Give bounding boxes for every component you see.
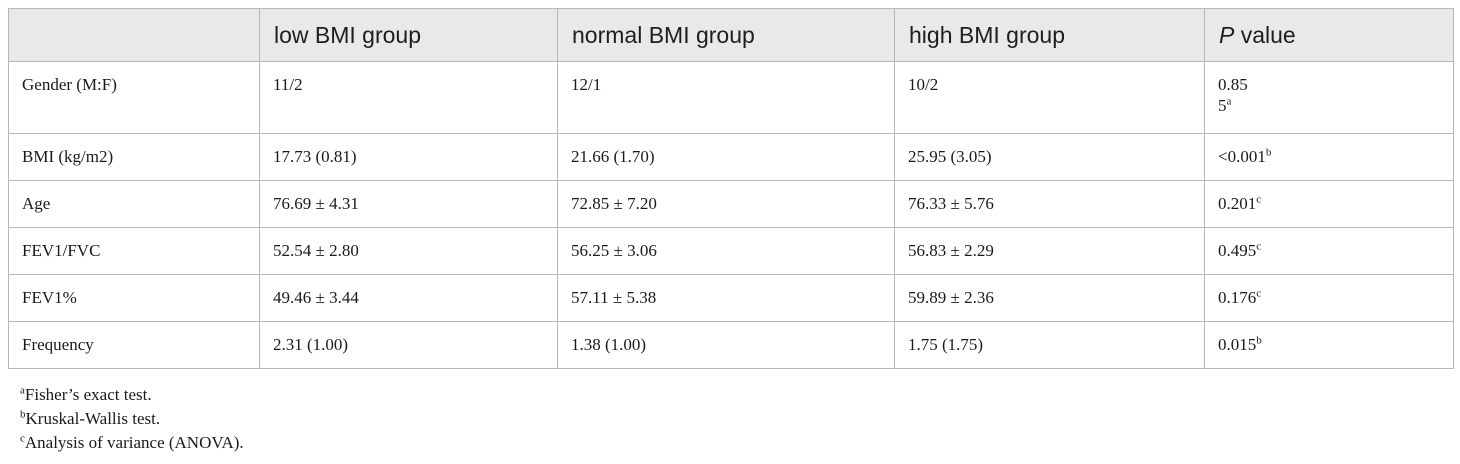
p-value: <0.001 <box>1218 147 1266 166</box>
row-label: FEV1% <box>8 274 260 322</box>
row-label: Frequency <box>8 321 260 369</box>
cell-p: 0.201c <box>1204 180 1454 228</box>
footnote-mark: b <box>20 408 26 421</box>
cell-high: 59.89 ± 2.36 <box>894 274 1205 322</box>
table-row: FEV1/FVC 52.54 ± 2.80 56.25 ± 3.06 56.83… <box>8 227 1454 275</box>
table-row: Gender (M:F) 11/2 12/1 10/2 0.85 5a <box>8 61 1454 134</box>
row-label: Gender (M:F) <box>8 61 260 134</box>
p-value: 0.015 <box>1218 335 1257 354</box>
p-value: 0.201 <box>1218 194 1257 213</box>
header-normal-bmi: normal BMI group <box>557 8 895 62</box>
data-table: low BMI group normal BMI group high BMI … <box>8 8 1454 369</box>
p-value-line1: 0.85 <box>1218 75 1248 94</box>
cell-low: 52.54 ± 2.80 <box>259 227 558 275</box>
cell-p: 0.015b <box>1204 321 1454 369</box>
cell-normal: 21.66 (1.70) <box>557 133 895 181</box>
footnote-text: Fisher’s exact test. <box>24 385 152 404</box>
cell-high: 10/2 <box>894 61 1205 134</box>
header-value-word: value <box>1240 21 1296 48</box>
cell-high: 76.33 ± 5.76 <box>894 180 1205 228</box>
cell-high: 1.75 (1.75) <box>894 321 1205 369</box>
footnote-mark: c <box>20 432 25 445</box>
header-low-bmi: low BMI group <box>259 8 558 62</box>
cell-normal: 72.85 ± 7.20 <box>557 180 895 228</box>
cell-low: 11/2 <box>259 61 558 134</box>
table-row: Age 76.69 ± 4.31 72.85 ± 7.20 76.33 ± 5.… <box>8 180 1454 228</box>
header-p-value: P value <box>1204 8 1454 62</box>
p-footnote-mark: a <box>1226 95 1232 108</box>
p-footnote-mark: b <box>1265 146 1272 159</box>
header-empty <box>8 8 260 62</box>
p-footnote-mark: b <box>1256 334 1262 347</box>
p-footnote-mark: c <box>1256 240 1262 253</box>
cell-normal: 56.25 ± 3.06 <box>557 227 895 275</box>
footnote-text: Kruskal-Wallis test. <box>25 409 161 428</box>
cell-normal: 12/1 <box>557 61 895 134</box>
table-row: Frequency 2.31 (1.00) 1.38 (1.00) 1.75 (… <box>8 321 1454 369</box>
table-row: FEV1% 49.46 ± 3.44 57.11 ± 5.38 59.89 ± … <box>8 274 1454 322</box>
p-footnote-mark: c <box>1256 193 1262 206</box>
cell-p: 0.85 5a <box>1204 61 1454 134</box>
cell-p: 0.495c <box>1204 227 1454 275</box>
cell-p: <0.001b <box>1204 133 1454 181</box>
footnote-c: cAnalysis of variance (ANOVA). <box>20 431 244 455</box>
row-label: Age <box>8 180 260 228</box>
footnote-mark: a <box>20 384 25 397</box>
cell-normal: 1.38 (1.00) <box>557 321 895 369</box>
footnote-text: Analysis of variance (ANOVA). <box>24 433 244 452</box>
footnote-a: aFisher’s exact test. <box>20 383 244 407</box>
table-row: BMI (kg/m2) 17.73 (0.81) 21.66 (1.70) 25… <box>8 133 1454 181</box>
cell-low: 17.73 (0.81) <box>259 133 558 181</box>
p-value: 0.495 <box>1218 241 1257 260</box>
cell-low: 49.46 ± 3.44 <box>259 274 558 322</box>
cell-high: 25.95 (3.05) <box>894 133 1205 181</box>
row-label: BMI (kg/m2) <box>8 133 260 181</box>
cell-normal: 57.11 ± 5.38 <box>557 274 895 322</box>
p-footnote-mark: c <box>1256 287 1262 300</box>
header-p-letter: P <box>1219 21 1235 48</box>
row-label: FEV1/FVC <box>8 227 260 275</box>
footnotes: aFisher’s exact test. bKruskal-Wallis te… <box>20 383 244 455</box>
cell-low: 2.31 (1.00) <box>259 321 558 369</box>
cell-low: 76.69 ± 4.31 <box>259 180 558 228</box>
p-value: 0.176 <box>1218 288 1257 307</box>
p-value-line2: 5a <box>1218 95 1453 116</box>
header-row: low BMI group normal BMI group high BMI … <box>8 8 1454 62</box>
cell-high: 56.83 ± 2.29 <box>894 227 1205 275</box>
p-value-line2-text: 5 <box>1218 96 1227 115</box>
header-high-bmi: high BMI group <box>894 8 1205 62</box>
cell-p: 0.176c <box>1204 274 1454 322</box>
footnote-b: bKruskal-Wallis test. <box>20 407 244 431</box>
